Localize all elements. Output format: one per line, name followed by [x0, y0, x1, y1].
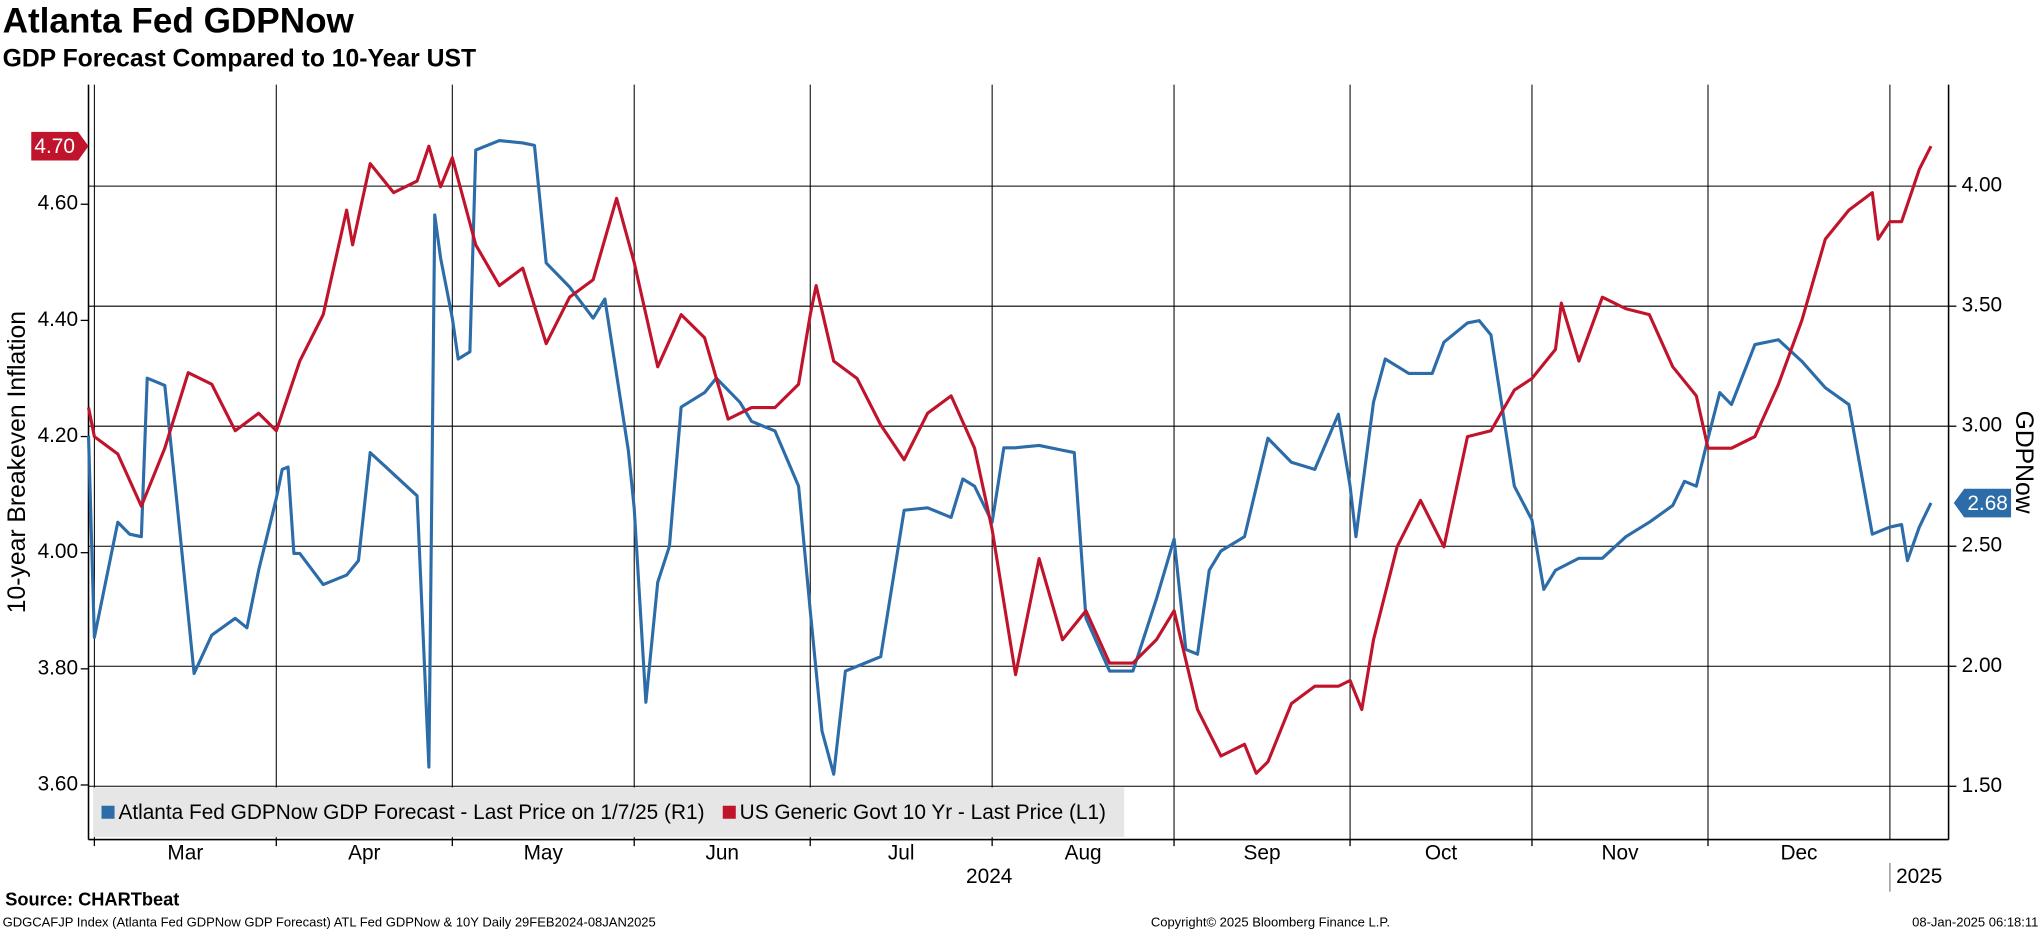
- legend-label: US Generic Govt 10 Yr - Last Price (L1): [740, 801, 1106, 824]
- x-tick-label: Mar: [167, 841, 203, 864]
- y2-tick-label: 4.00: [1962, 174, 2003, 197]
- y2-axis-label: GDPNow: [2010, 411, 2037, 514]
- chart-title: Atlanta Fed GDPNow: [3, 2, 355, 41]
- x-tick-label: Dec: [1780, 841, 1817, 864]
- legend-label: Atlanta Fed GDPNow GDP Forecast - Last P…: [118, 801, 704, 824]
- y2-tick-label: 2.00: [1962, 654, 2003, 677]
- year-label: 2024: [966, 865, 1012, 888]
- tag-label: 4.70: [34, 135, 75, 158]
- y-tick-label: 4.20: [38, 424, 79, 447]
- series-line: [86, 144, 1933, 775]
- year-label: 2025: [1896, 865, 1942, 888]
- legend-swatch: [722, 805, 736, 819]
- legend-swatch: [101, 805, 115, 819]
- series-line: [86, 139, 1933, 776]
- legend-box: [93, 787, 1125, 837]
- x-tick-label: Apr: [348, 841, 380, 864]
- y-tick-label: 4.00: [38, 540, 79, 563]
- y-tick-label: 4.40: [38, 308, 79, 331]
- last-price-tag: 4.70: [31, 131, 89, 161]
- tag-shape: [1953, 488, 2012, 518]
- y2-tick-label: 1.50: [1962, 774, 2003, 797]
- y-tick-label: 4.60: [38, 192, 79, 215]
- y-tick-label: 3.60: [38, 772, 79, 795]
- last-price-tag: 2.68: [1953, 488, 2012, 518]
- chart-subtitle: GDP Forecast Compared to 10-Year UST: [3, 45, 476, 72]
- legend: Atlanta Fed GDPNow GDP Forecast - Last P…: [93, 787, 1125, 837]
- x-tick-label: Nov: [1601, 841, 1639, 864]
- y-tick-label: 3.80: [38, 656, 79, 679]
- x-tick-label: Oct: [1425, 841, 1458, 864]
- x-tick-label: May: [524, 841, 564, 864]
- footer-right: 08-Jan-2025 06:18:11: [1912, 914, 2038, 929]
- tag-shape: [31, 131, 89, 161]
- x-tick-label: Jul: [888, 841, 915, 864]
- x-tick-label: Aug: [1065, 841, 1102, 864]
- x-tick-label: Jun: [705, 841, 739, 864]
- y2-tick-label: 3.50: [1962, 294, 2003, 317]
- y-axis-label: 10-year Breakeven Inflation: [4, 311, 31, 613]
- footer-center: Copyright© 2025 Bloomberg Finance L.P.: [1151, 914, 1390, 929]
- source: Source: CHARTbeat: [5, 890, 179, 910]
- tag-label: 2.68: [1967, 492, 2008, 515]
- x-tick-label: Sep: [1244, 841, 1281, 864]
- y2-tick-label: 3.00: [1962, 414, 2003, 437]
- footer-left: GDGCAFJP Index (Atlanta Fed GDPNow GDP F…: [3, 914, 656, 929]
- y2-tick-label: 2.50: [1962, 534, 2003, 557]
